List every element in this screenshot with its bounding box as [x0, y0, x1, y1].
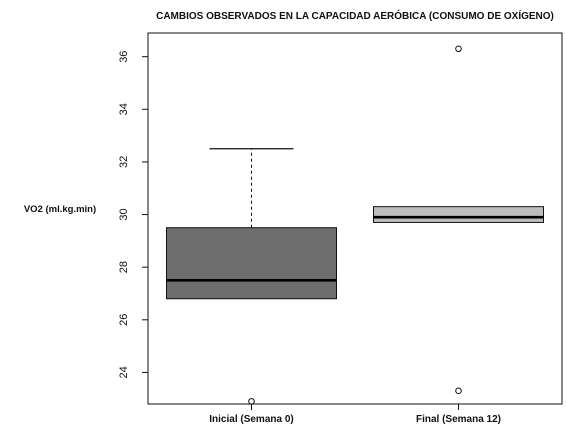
y-tick-label: 30 — [118, 208, 130, 220]
y-tick-label: 24 — [118, 366, 130, 378]
x-tick-label: Inicial (Semana 0) — [209, 414, 293, 425]
y-axis: 24 26 28 30 32 34 36 — [118, 51, 148, 379]
outlier-point — [248, 398, 255, 405]
outlier-point — [455, 45, 462, 53]
y-tick-label: 32 — [118, 156, 130, 168]
y-tick-label: 36 — [118, 51, 130, 63]
x-tick-label: Final (Semana 12) — [416, 414, 501, 425]
box-group — [373, 45, 544, 395]
x-axis: Inicial (Semana 0) Final (Semana 12) — [209, 404, 501, 425]
box — [373, 206, 544, 223]
box-group — [166, 148, 337, 405]
chart-title: CAMBIOS OBSERVADOS EN LA CAPACIDAD AERÓB… — [156, 9, 554, 22]
plot-frame — [147, 32, 563, 405]
box — [166, 227, 337, 300]
y-tick-label: 34 — [118, 103, 130, 115]
boxes — [166, 45, 544, 405]
outlier-point — [455, 387, 462, 395]
y-tick-label: 28 — [118, 261, 130, 273]
y-tick-label: 26 — [118, 314, 130, 326]
y-axis-label: VO2 (ml.kg.min) — [24, 204, 96, 215]
